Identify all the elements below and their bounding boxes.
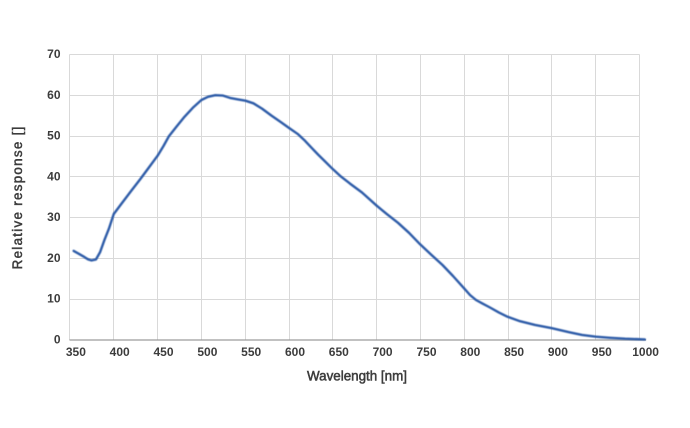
- svg-text:40: 40: [47, 169, 61, 183]
- svg-text:450: 450: [153, 345, 173, 359]
- svg-text:850: 850: [504, 345, 524, 359]
- svg-text:60: 60: [47, 88, 61, 102]
- svg-text:700: 700: [373, 345, 393, 359]
- svg-text:Wavelength [nm]: Wavelength [nm]: [307, 369, 407, 384]
- svg-text:30: 30: [47, 210, 61, 224]
- svg-text:50: 50: [47, 129, 61, 143]
- svg-text:70: 70: [47, 47, 61, 61]
- svg-text:20: 20: [47, 251, 61, 265]
- svg-text:900: 900: [548, 345, 568, 359]
- svg-text:950: 950: [592, 345, 612, 359]
- svg-text:1000: 1000: [632, 345, 659, 359]
- svg-text:350: 350: [66, 345, 86, 359]
- svg-text:750: 750: [416, 345, 436, 359]
- svg-text:550: 550: [241, 345, 261, 359]
- svg-text:650: 650: [329, 345, 349, 359]
- svg-text:Relative response []: Relative response []: [10, 125, 25, 269]
- svg-text:10: 10: [47, 292, 61, 306]
- svg-text:0: 0: [54, 332, 61, 346]
- svg-text:800: 800: [460, 345, 480, 359]
- svg-text:600: 600: [285, 345, 305, 359]
- svg-text:400: 400: [110, 345, 130, 359]
- svg-text:500: 500: [197, 345, 217, 359]
